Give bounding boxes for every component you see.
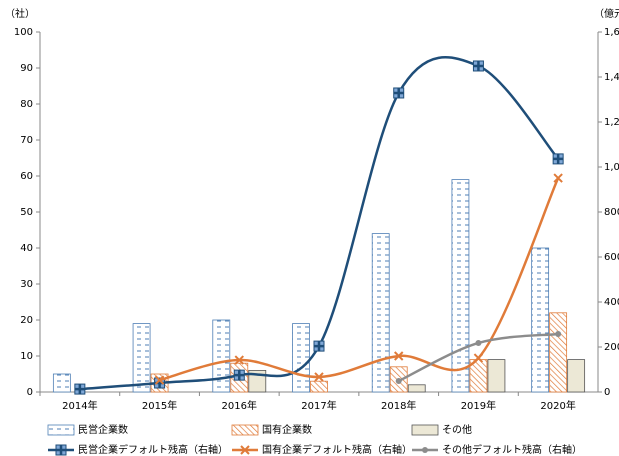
- line-marker: [74, 383, 86, 395]
- y-unit: （社）: [5, 7, 35, 20]
- line-marker: [395, 377, 402, 384]
- bar: [310, 380, 328, 393]
- line-marker: [233, 369, 245, 381]
- line-marker: [472, 60, 484, 72]
- y-tick-label: 60: [20, 171, 33, 182]
- bar: [292, 323, 310, 393]
- y-tick-label: 100: [14, 27, 33, 38]
- y-tick-label: 90: [20, 63, 33, 74]
- y2-unit: （億元）: [594, 7, 619, 20]
- bar: [487, 359, 506, 393]
- y2-tick-label: 600: [604, 252, 619, 263]
- y2-tick-label: 800: [604, 207, 619, 218]
- line-marker: [393, 87, 405, 99]
- legend-marker: [422, 447, 428, 453]
- y2-tick-label: 1,200: [604, 117, 619, 128]
- y2-tick-label: 200: [604, 342, 619, 353]
- bar: [212, 319, 231, 393]
- bar: [407, 384, 426, 393]
- legend-label: その他デフォルト残高（右軸）: [442, 443, 582, 456]
- legend-swatch: [231, 424, 259, 436]
- y-tick-label: 30: [20, 279, 33, 290]
- x-tick-label: 2017年: [301, 399, 336, 412]
- line-marker: [314, 372, 324, 382]
- line-marker: [394, 351, 404, 361]
- y-tick-label: 50: [20, 207, 33, 218]
- x-tick-label: 2014年: [62, 399, 97, 412]
- x-tick-label: 2015年: [142, 399, 177, 412]
- legend-marker: [55, 444, 67, 456]
- legend-label: 国有企業数: [262, 423, 312, 436]
- x-tick-label: 2016年: [222, 399, 257, 412]
- y2-tick-label: 0: [604, 387, 610, 398]
- y-tick-label: 20: [20, 315, 33, 326]
- legend-label: その他: [442, 423, 472, 436]
- x-tick-label: 2018年: [381, 399, 416, 412]
- bar: [371, 233, 390, 393]
- y2-tick-label: 400: [604, 297, 619, 308]
- line: [79, 56, 560, 391]
- legend-label: 民営企業数: [78, 423, 128, 436]
- y-tick-label: 70: [20, 135, 33, 146]
- line-marker: [473, 353, 484, 363]
- y-tick-label: 0: [27, 387, 33, 398]
- line-marker: [475, 339, 482, 346]
- y-tick-label: 10: [20, 351, 33, 362]
- bar: [567, 359, 586, 393]
- legend-label: 国有企業デフォルト残高（右軸）: [262, 443, 412, 456]
- bar: [531, 247, 550, 393]
- bar: [52, 373, 71, 393]
- legend-label: 民営企業デフォルト残高（右軸）: [78, 443, 228, 456]
- y2-tick-label: 1,000: [604, 162, 619, 173]
- bar: [451, 179, 470, 393]
- legend-swatch: [47, 424, 75, 436]
- x-tick-label: 2019年: [461, 399, 496, 412]
- line-marker: [234, 355, 244, 365]
- x-tick-label: 2020年: [540, 399, 575, 412]
- legend-marker: [240, 445, 250, 455]
- bar: [549, 312, 568, 393]
- line-marker: [552, 153, 564, 165]
- line-marker: [555, 330, 562, 337]
- line-marker: [313, 340, 325, 352]
- legend-swatch: [411, 424, 439, 436]
- y2-tick-label: 1,400: [604, 72, 619, 83]
- y-tick-label: 40: [20, 243, 33, 254]
- line-marker: [154, 375, 165, 385]
- y-tick-label: 80: [20, 99, 33, 110]
- line-marker: [553, 173, 563, 183]
- y2-tick-label: 1,600: [604, 27, 619, 38]
- bar: [132, 323, 151, 393]
